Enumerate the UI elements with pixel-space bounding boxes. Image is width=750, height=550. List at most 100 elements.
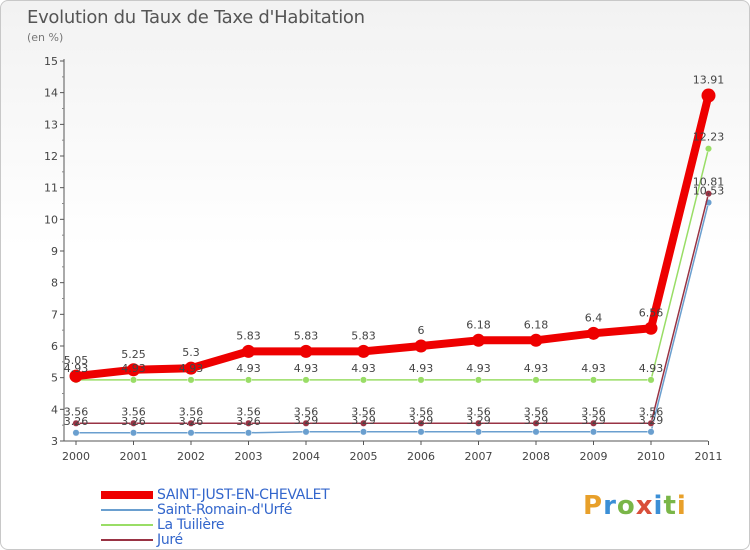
- data-label: 3.29: [351, 414, 376, 427]
- data-point: [474, 428, 483, 436]
- data-label: 4.93: [179, 362, 204, 375]
- data-label: 3.56: [524, 405, 549, 418]
- data-label: 5.05: [64, 354, 89, 367]
- data-label: 12.23: [693, 131, 725, 144]
- data-point: [129, 419, 138, 427]
- data-label: 3.26: [121, 415, 146, 428]
- data-point: [244, 376, 253, 384]
- x-tick-label: 2007: [465, 450, 493, 463]
- data-label: 4.93: [351, 362, 376, 375]
- data-label: 3.29: [294, 414, 319, 427]
- legend-swatch: [101, 508, 153, 511]
- data-point: [647, 376, 655, 384]
- legend-label: Saint-Romain-d'Urfé: [157, 501, 293, 518]
- logo-letter: i: [653, 491, 664, 521]
- y-tick-label: 11: [44, 182, 58, 195]
- data-point: [532, 428, 540, 436]
- data-label: 4.93: [294, 362, 319, 375]
- data-label: 4.93: [639, 362, 664, 375]
- legend-swatch: [101, 538, 153, 541]
- data-label: 5.83: [236, 329, 261, 342]
- data-point: [417, 419, 425, 427]
- y-tick-label: 7: [51, 308, 58, 321]
- data-label: 4.93: [409, 362, 434, 375]
- data-label: 5.25: [121, 348, 146, 361]
- data-point: [357, 344, 370, 358]
- data-point: [589, 376, 598, 384]
- y-tick-label: 13: [44, 118, 58, 131]
- y-tick-label: 15: [44, 55, 58, 68]
- x-tick-label: 2002: [177, 450, 205, 463]
- data-point: [474, 419, 483, 427]
- data-label: 5.83: [294, 329, 319, 342]
- chart-title: Evolution du Taux de Taxe d'Habitation: [27, 7, 365, 28]
- data-label: 3.56: [236, 405, 261, 418]
- data-point: [187, 419, 195, 427]
- data-point: [417, 428, 425, 436]
- data-point: [359, 419, 368, 427]
- data-label: 6.4: [585, 311, 603, 324]
- legend-item: SAINT-JUST-EN-CHEVALET: [101, 486, 330, 503]
- data-point: [644, 321, 658, 335]
- chart-subtitle: (en %): [27, 31, 64, 44]
- data-point: [587, 326, 600, 340]
- data-point: [127, 363, 140, 377]
- legend-label: SAINT-JUST-EN-CHEVALET: [157, 486, 330, 503]
- data-point: [72, 429, 80, 437]
- data-point: [69, 369, 83, 383]
- y-tick-label: 12: [44, 150, 58, 163]
- y-tick-label: 10: [44, 213, 58, 226]
- data-label: 3.29: [409, 414, 434, 427]
- data-label: 3.56: [64, 405, 89, 418]
- data-point: [187, 376, 195, 384]
- proxiti-logo: Proxiti: [583, 491, 687, 521]
- data-point: [244, 429, 253, 437]
- data-label: 4.93: [236, 362, 261, 375]
- data-label: 3.26: [64, 415, 89, 428]
- data-label: 3.56: [581, 405, 606, 418]
- data-point: [184, 361, 198, 375]
- data-point: [417, 376, 425, 384]
- data-point: [529, 333, 543, 347]
- logo-letter: P: [583, 491, 604, 521]
- data-point: [474, 376, 483, 384]
- data-label: 4.93: [581, 362, 606, 375]
- x-tick-label: 2010: [637, 450, 665, 463]
- data-point: [244, 419, 253, 427]
- data-label: 3.29: [466, 414, 491, 427]
- logo-letter: o: [616, 491, 636, 521]
- y-tick-label: 8: [51, 277, 58, 290]
- data-point: [72, 419, 80, 427]
- data-label: 4.93: [466, 362, 491, 375]
- series-line: [76, 193, 710, 425]
- data-label: 13.91: [693, 74, 725, 87]
- legend-item: Juré: [101, 531, 329, 548]
- y-tick-label: 4: [51, 403, 58, 416]
- data-label: 3.56: [409, 405, 434, 418]
- x-tick-label: 2006: [407, 450, 435, 463]
- series-line: [75, 94, 713, 381]
- data-point: [187, 429, 195, 437]
- data-label: 3.29: [581, 414, 606, 427]
- data-point: [299, 344, 313, 358]
- x-tick-label: 2008: [522, 450, 550, 463]
- data-point: [242, 344, 255, 358]
- data-label: 4.93: [524, 362, 549, 375]
- logo-letter: x: [635, 491, 654, 521]
- data-label: 4.93: [121, 362, 146, 375]
- data-label: 3.56: [639, 405, 664, 418]
- data-point: [704, 145, 713, 153]
- data-label: 3.56: [466, 405, 491, 418]
- data-label: 3.56: [179, 405, 204, 418]
- data-point: [129, 376, 138, 384]
- legend-label: Juré: [157, 531, 183, 548]
- legend-swatch: [101, 490, 153, 499]
- data-label: 5.3: [182, 346, 200, 359]
- data-label: 6.56: [639, 306, 664, 319]
- y-tick-label: 5: [51, 372, 58, 385]
- y-tick-label: 9: [51, 245, 58, 258]
- legend-item: Saint-Romain-d'Urfé: [101, 501, 329, 518]
- data-point: [414, 339, 428, 353]
- data-label: 6: [418, 324, 425, 337]
- series-line: [76, 202, 710, 434]
